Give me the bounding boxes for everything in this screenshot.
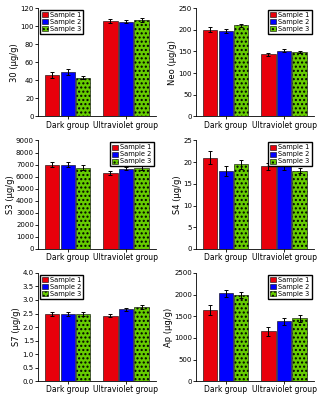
Bar [134,168,149,249]
Bar [292,318,307,381]
Bar [203,30,217,116]
Bar [261,166,276,249]
Y-axis label: 30 (μg/g): 30 (μg/g) [10,43,19,82]
Bar [292,52,307,116]
Bar [203,310,217,381]
Bar [60,314,75,381]
Legend: Sample 1, Sample 2, Sample 3: Sample 1, Sample 2, Sample 3 [268,10,312,34]
Legend: Sample 1, Sample 2, Sample 3: Sample 1, Sample 2, Sample 3 [268,142,312,166]
Bar [119,310,133,381]
Y-axis label: Neo (μg/g): Neo (μg/g) [168,40,177,85]
Legend: Sample 1, Sample 2, Sample 3: Sample 1, Sample 2, Sample 3 [40,10,83,34]
Bar [134,20,149,116]
Y-axis label: S7 (μg/g): S7 (μg/g) [12,308,21,346]
Bar [119,22,133,116]
Bar [277,322,291,381]
Bar [219,293,233,381]
Bar [234,294,248,381]
Bar [103,21,118,116]
Y-axis label: S4 (μg/g): S4 (μg/g) [172,175,182,214]
Bar [45,314,59,381]
Y-axis label: Ap (μg/g): Ap (μg/g) [163,308,172,347]
Bar [60,164,75,249]
Bar [45,164,59,249]
Bar [277,166,291,249]
Bar [119,169,133,249]
Legend: Sample 1, Sample 2, Sample 3: Sample 1, Sample 2, Sample 3 [110,142,153,166]
Legend: Sample 1, Sample 2, Sample 3: Sample 1, Sample 2, Sample 3 [268,275,312,299]
Bar [219,31,233,116]
Bar [103,316,118,381]
Bar [219,171,233,249]
Bar [76,78,90,116]
Bar [261,54,276,116]
Y-axis label: S3 (μg/g): S3 (μg/g) [5,175,15,214]
Bar [234,26,248,116]
Bar [234,164,248,249]
Bar [261,332,276,381]
Bar [103,173,118,249]
Bar [277,50,291,116]
Bar [76,168,90,249]
Bar [203,158,217,249]
Legend: Sample 1, Sample 2, Sample 3: Sample 1, Sample 2, Sample 3 [40,275,83,299]
Bar [134,307,149,381]
Bar [45,75,59,116]
Bar [292,171,307,249]
Bar [60,72,75,116]
Bar [76,314,90,381]
